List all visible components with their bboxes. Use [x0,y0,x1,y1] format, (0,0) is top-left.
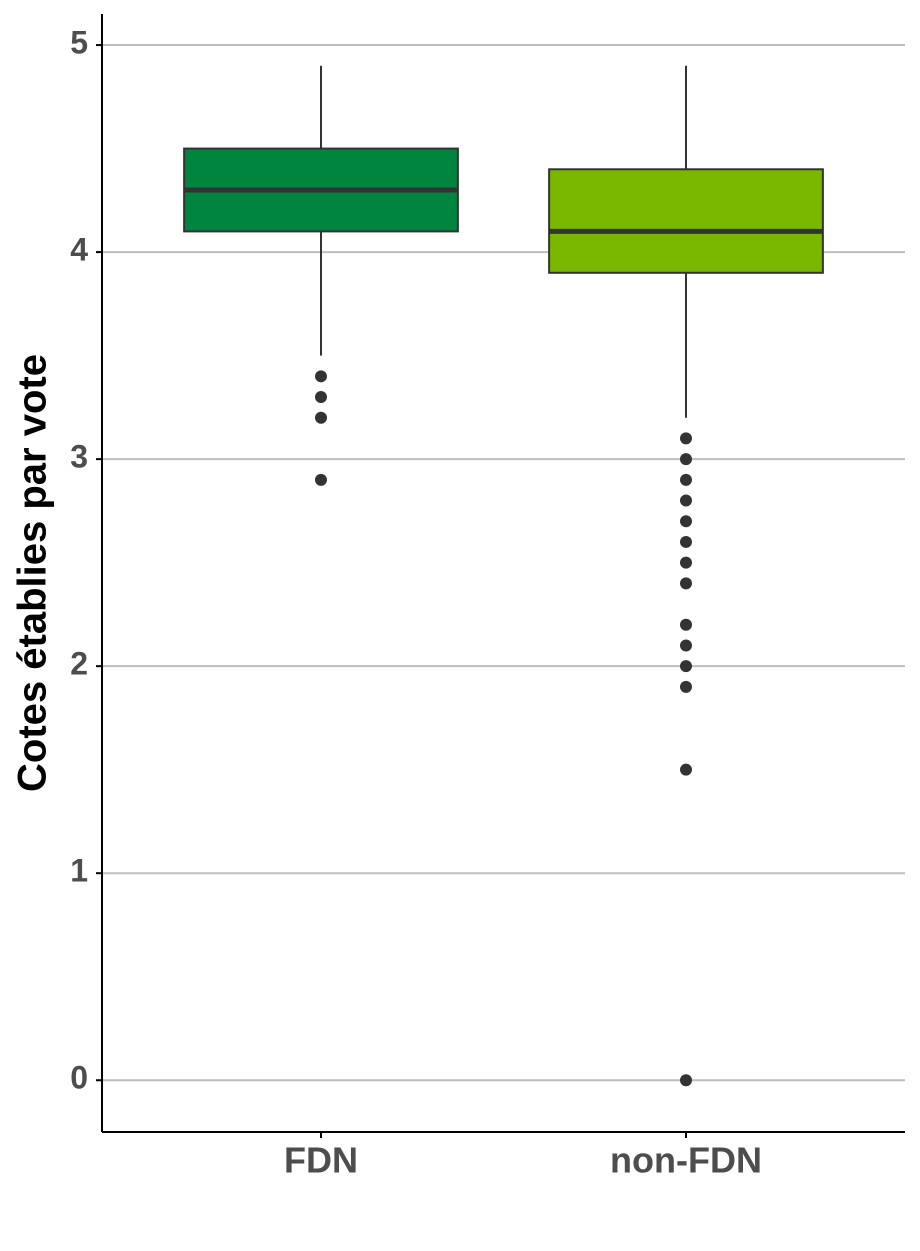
outlier [315,411,327,424]
y-tick-label: 3 [70,439,88,475]
outlier [680,660,692,673]
y-axis-title: Cotes établies par vote [11,354,55,792]
y-tick-label: 4 [70,232,88,268]
outlier [315,370,327,383]
outlier [315,473,327,486]
outlier [680,639,692,652]
outlier [315,391,327,404]
outlier [680,556,692,569]
x-tick-label: FDN [284,1140,358,1181]
y-tick-label: 1 [70,853,88,889]
outlier [680,535,692,548]
y-tick-label: 0 [70,1060,88,1096]
outlier [680,515,692,528]
outlier [680,1074,692,1087]
outlier [680,577,692,590]
y-tick-label: 2 [70,646,88,682]
x-tick-label: non-FDN [610,1140,762,1181]
outlier [680,763,692,776]
outlier [680,618,692,631]
outlier [680,494,692,507]
box [548,168,824,274]
outlier [680,680,692,693]
outlier [680,432,692,445]
y-tick-label: 5 [70,25,88,61]
outlier [680,453,692,466]
outlier [680,473,692,486]
